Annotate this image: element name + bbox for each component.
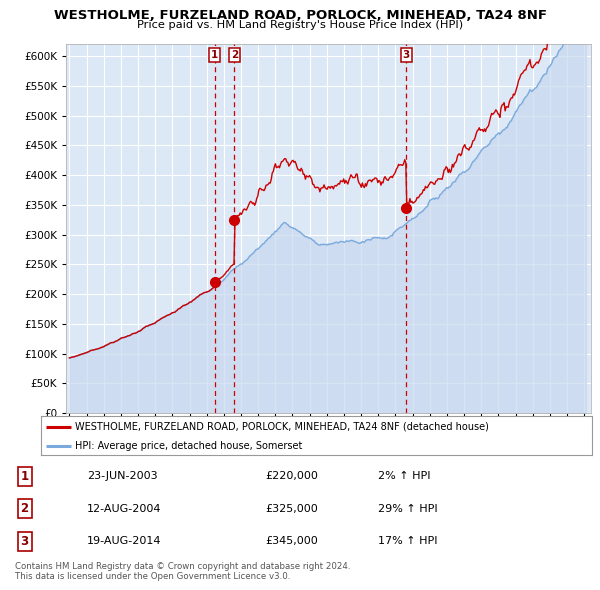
Text: 23-JUN-2003: 23-JUN-2003 xyxy=(87,471,158,481)
Text: Price paid vs. HM Land Registry's House Price Index (HPI): Price paid vs. HM Land Registry's House … xyxy=(137,20,463,30)
Text: 3: 3 xyxy=(20,535,29,548)
Text: 17% ↑ HPI: 17% ↑ HPI xyxy=(378,536,437,546)
Text: Contains HM Land Registry data © Crown copyright and database right 2024.
This d: Contains HM Land Registry data © Crown c… xyxy=(15,562,350,581)
Text: 2% ↑ HPI: 2% ↑ HPI xyxy=(378,471,430,481)
Text: WESTHOLME, FURZELAND ROAD, PORLOCK, MINEHEAD, TA24 8NF: WESTHOLME, FURZELAND ROAD, PORLOCK, MINE… xyxy=(53,9,547,22)
Text: £345,000: £345,000 xyxy=(265,536,318,546)
Text: 29% ↑ HPI: 29% ↑ HPI xyxy=(378,504,437,513)
Text: 1: 1 xyxy=(20,470,29,483)
Text: 2: 2 xyxy=(231,50,238,60)
Text: HPI: Average price, detached house, Somerset: HPI: Average price, detached house, Some… xyxy=(75,441,302,451)
Text: 12-AUG-2004: 12-AUG-2004 xyxy=(87,504,161,513)
Text: 1: 1 xyxy=(211,50,218,60)
Text: 3: 3 xyxy=(403,50,410,60)
Text: WESTHOLME, FURZELAND ROAD, PORLOCK, MINEHEAD, TA24 8NF (detached house): WESTHOLME, FURZELAND ROAD, PORLOCK, MINE… xyxy=(75,422,489,432)
Text: £220,000: £220,000 xyxy=(265,471,319,481)
Text: 2: 2 xyxy=(20,502,29,515)
Text: £325,000: £325,000 xyxy=(265,504,318,513)
Text: 19-AUG-2014: 19-AUG-2014 xyxy=(87,536,161,546)
